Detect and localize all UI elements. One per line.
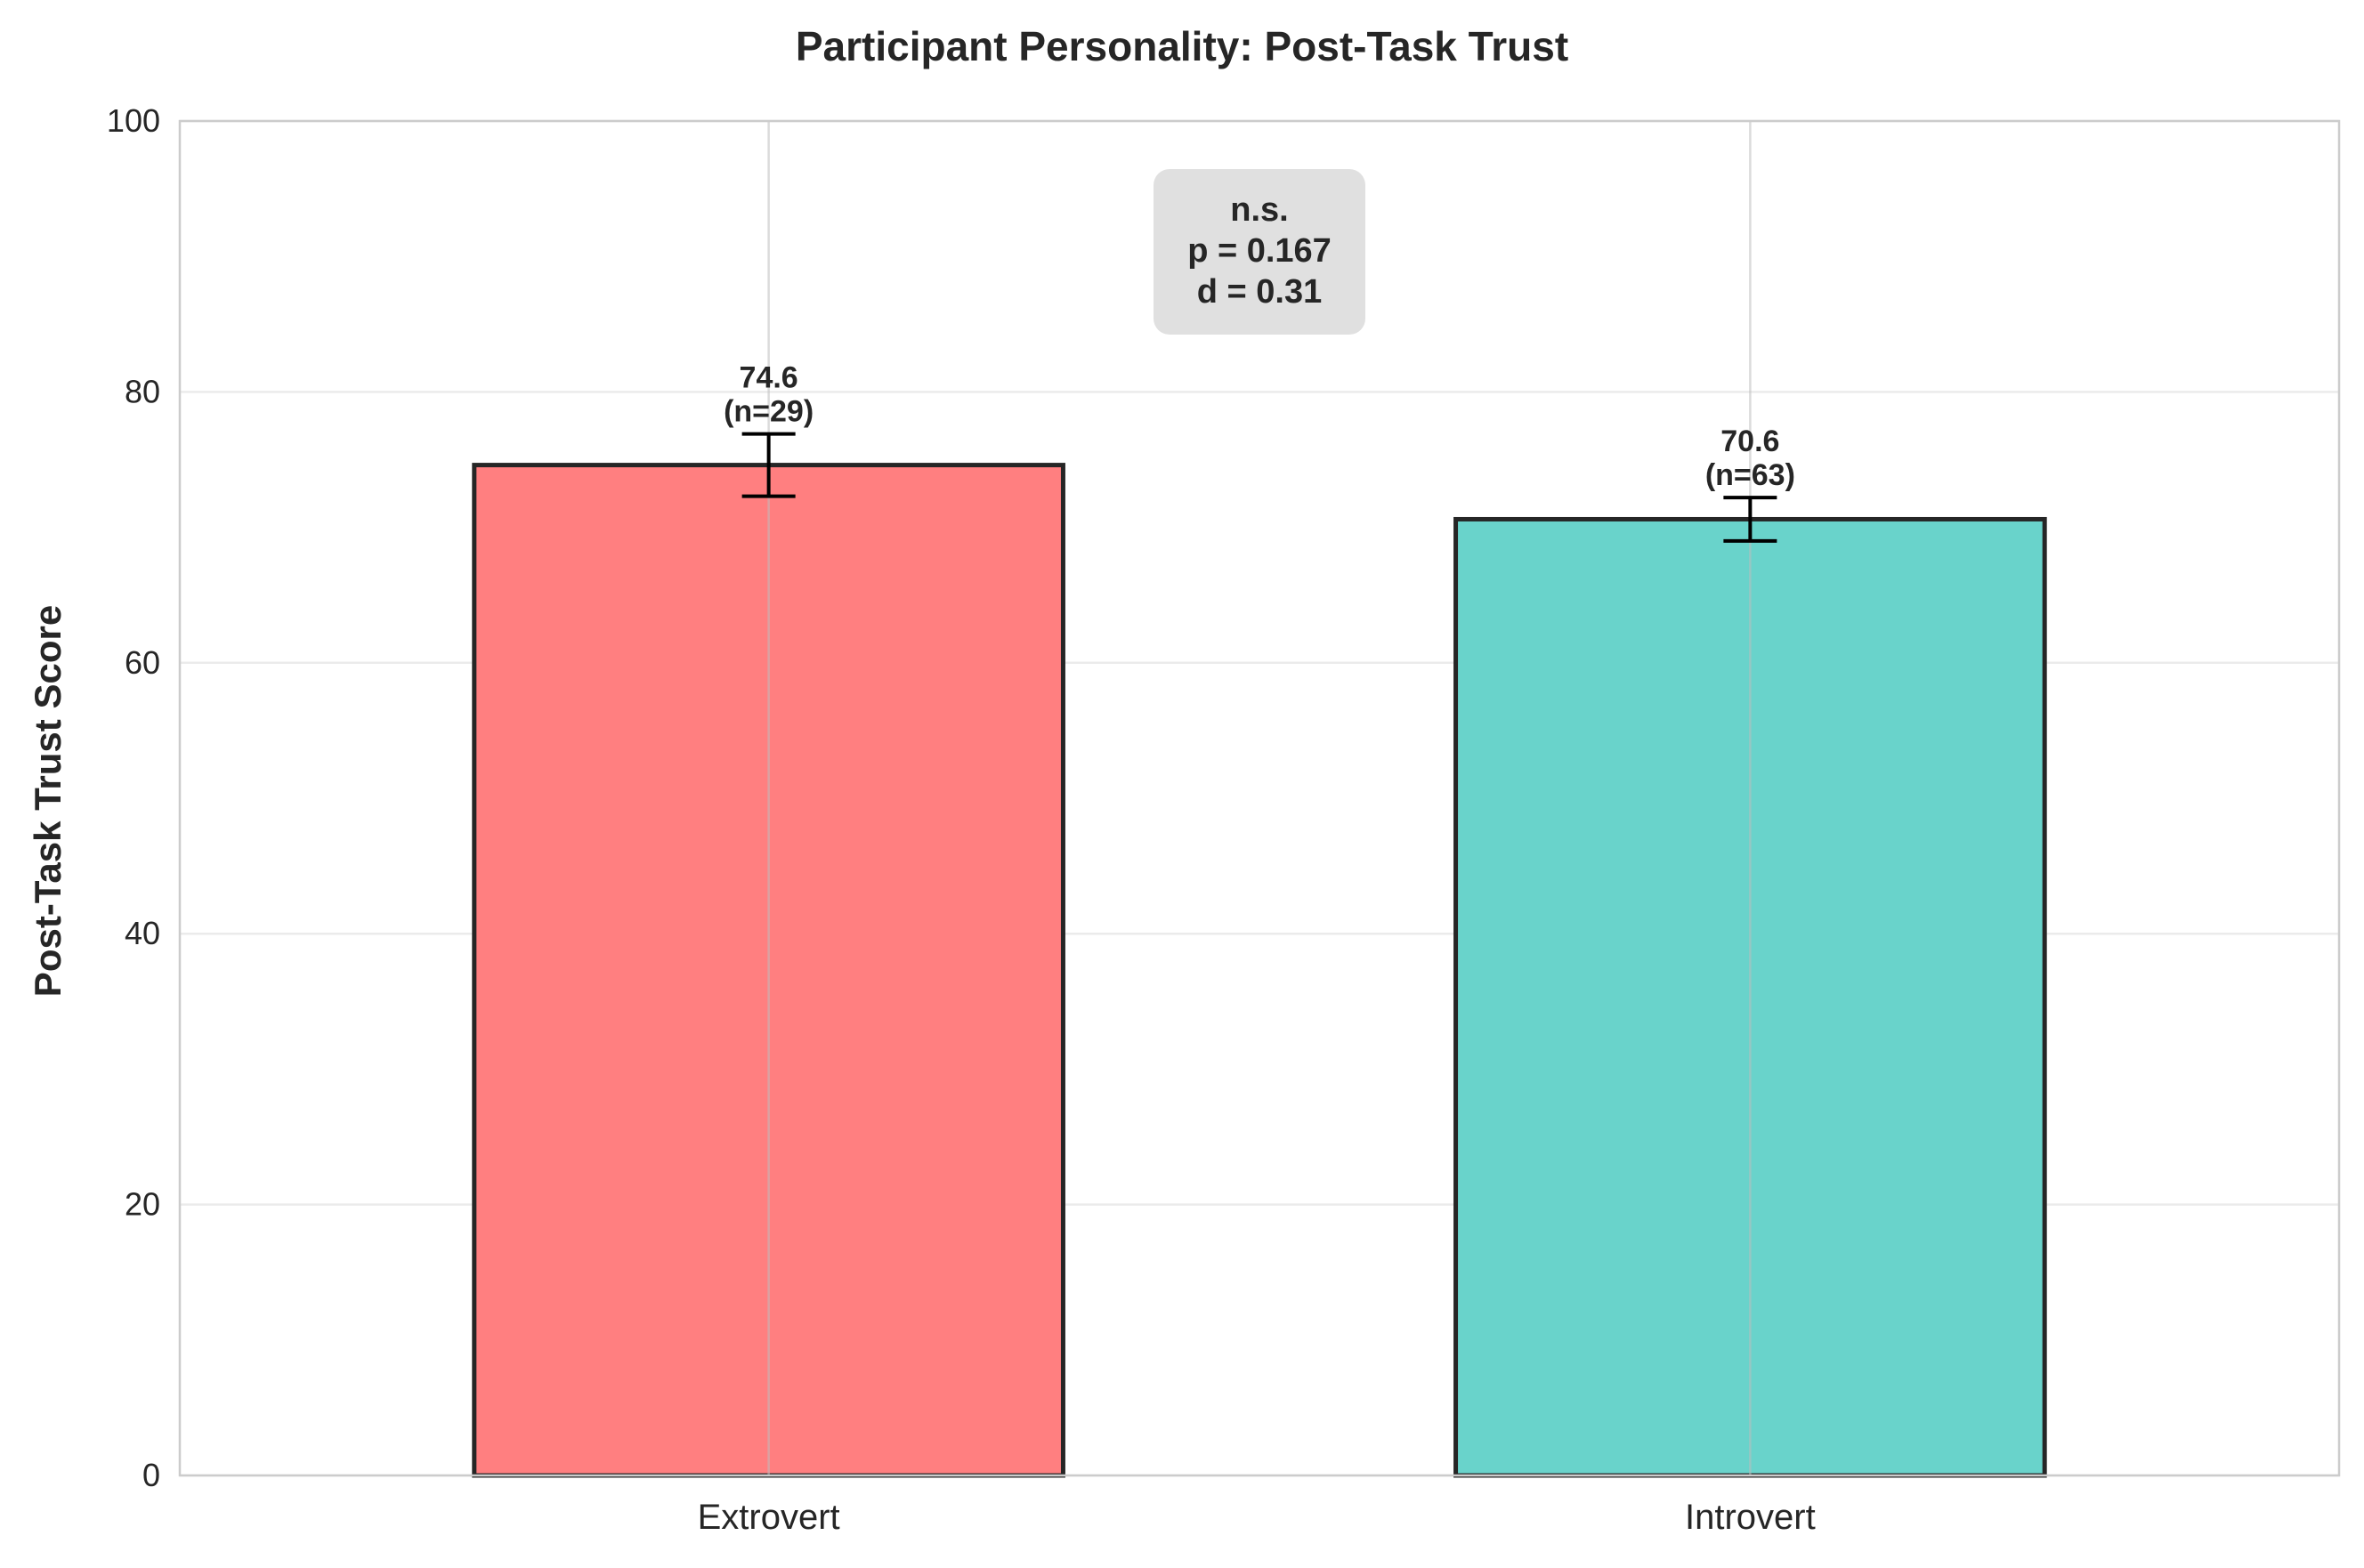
- stats-annotation-box: [1154, 169, 1365, 335]
- chart-title: Participant Personality: Post-Task Trust: [796, 23, 1568, 69]
- x-tick-label-introvert: Introvert: [1685, 1498, 1816, 1537]
- y-tick-label: 100: [107, 102, 160, 139]
- value-label: 70.6: [1720, 424, 1779, 458]
- y-tick-label: 40: [125, 915, 160, 951]
- y-tick-label: 60: [125, 644, 160, 681]
- plot-frame: [178, 119, 2341, 1477]
- stats-annotation-line: d = 0.31: [1197, 273, 1322, 311]
- y-axis-label: Post-Task Trust Score: [27, 605, 69, 997]
- value-label: 74.6: [740, 361, 798, 395]
- n-label: (n=29): [724, 395, 814, 429]
- y-tick-label: 20: [125, 1186, 160, 1223]
- n-label: (n=63): [1705, 458, 1795, 492]
- plot-area: 0 20 40 60 80 100 74.6(n=29) Extrovert 70.6(n=63…: [107, 102, 2341, 1537]
- stats-annotation-line: p = 0.167: [1187, 232, 1332, 270]
- stats-annotation-line: n.s.: [1230, 191, 1288, 229]
- x-tick-label-extrovert: Extrovert: [698, 1498, 840, 1537]
- y-tick-label: 0: [142, 1457, 160, 1493]
- y-tick-label: 80: [125, 373, 160, 409]
